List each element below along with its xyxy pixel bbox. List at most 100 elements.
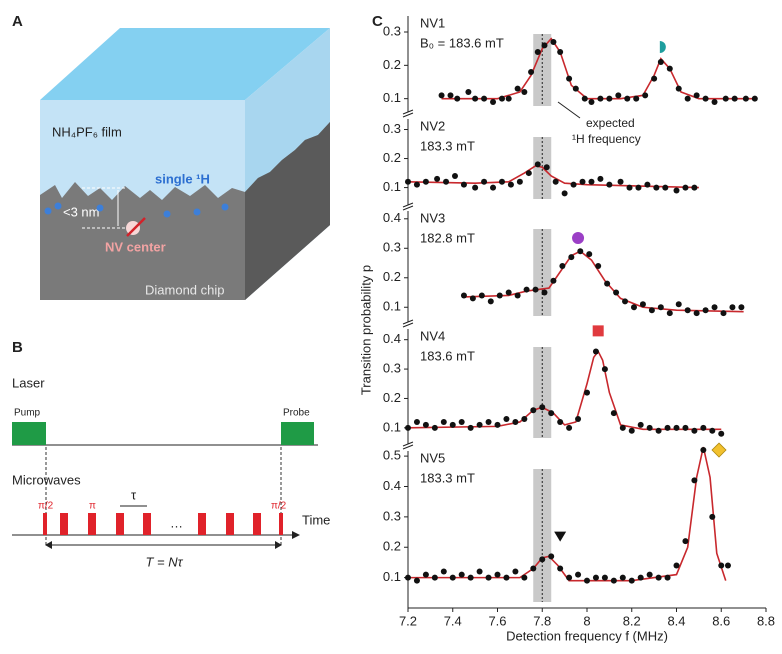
nv-title: NV4	[420, 328, 445, 343]
data-point	[449, 421, 456, 428]
data-point	[691, 184, 698, 191]
data-point	[460, 181, 467, 188]
annotation: ¹H frequency	[572, 132, 641, 146]
data-point	[413, 577, 420, 584]
data-point	[498, 95, 505, 102]
data-point	[451, 172, 458, 179]
panel-label: B	[12, 339, 23, 356]
x-tick-label: 7.2	[399, 613, 417, 628]
data-point	[505, 289, 512, 296]
data-point	[454, 95, 461, 102]
panel-label: A	[12, 13, 23, 30]
microwave-pulses	[43, 513, 283, 535]
nv-title: NV1	[420, 15, 445, 30]
data-point	[655, 574, 662, 581]
data-point	[512, 568, 519, 575]
data-point	[431, 574, 438, 581]
data-point	[440, 418, 447, 425]
data-point	[592, 574, 599, 581]
data-point	[646, 571, 653, 578]
data-point	[630, 304, 637, 311]
data-point	[561, 190, 568, 197]
data-point	[458, 418, 465, 425]
data-point	[458, 571, 465, 578]
data-point	[557, 418, 564, 425]
data-point	[682, 538, 689, 545]
annotation: expected	[586, 116, 635, 130]
data-point	[528, 69, 535, 75]
data-point	[405, 178, 411, 185]
data-point	[505, 95, 512, 102]
data-point	[637, 574, 644, 581]
data-point	[742, 95, 749, 102]
data-point	[722, 95, 729, 102]
data-point	[413, 181, 420, 188]
data-point	[738, 304, 745, 311]
peak-marker	[554, 531, 567, 542]
period-label: T = Nτ	[145, 554, 183, 569]
data-point	[413, 418, 420, 425]
data-point	[575, 416, 582, 423]
data-point	[534, 49, 541, 55]
data-point	[675, 301, 682, 308]
data-point	[581, 95, 588, 102]
data-point	[521, 416, 528, 423]
data-point	[637, 421, 644, 428]
data-point	[541, 289, 548, 296]
data-point	[664, 424, 671, 431]
data-point	[644, 181, 651, 188]
data-point	[646, 424, 653, 431]
data-point	[557, 49, 564, 55]
data-point	[651, 75, 658, 82]
data-point	[478, 292, 485, 299]
data-point	[606, 181, 613, 188]
data-point	[619, 424, 626, 431]
pump-pulse	[12, 422, 46, 445]
data-point	[718, 430, 725, 437]
data-point	[485, 418, 492, 425]
data-point	[601, 366, 608, 373]
arrowhead	[275, 541, 282, 549]
data-point	[422, 178, 429, 185]
x-tick-label: 7.6	[488, 613, 506, 628]
data-point	[548, 410, 555, 417]
y-tick-label: 0.1	[383, 299, 401, 314]
proton-label: single ¹H	[155, 171, 210, 186]
data-point	[718, 562, 725, 569]
data-point	[434, 175, 441, 182]
data-point	[496, 292, 503, 299]
data-point	[494, 421, 501, 428]
data-point	[648, 307, 655, 314]
data-point	[635, 184, 642, 191]
y-tick-label: 0.2	[383, 390, 401, 405]
data-point	[516, 178, 523, 185]
data-point	[550, 277, 557, 284]
data-point	[606, 95, 613, 102]
data-point	[481, 178, 488, 185]
fit-curve	[463, 250, 744, 313]
data-point	[431, 424, 438, 431]
data-point	[617, 178, 624, 185]
data-point	[588, 178, 595, 185]
data-point	[465, 89, 472, 95]
depth-label: <3 nm	[63, 204, 100, 219]
data-point	[575, 571, 582, 578]
data-point	[729, 304, 736, 311]
data-point	[613, 289, 620, 296]
peak-marker	[711, 442, 727, 458]
data-point	[724, 562, 731, 569]
peak-marker	[592, 325, 604, 337]
data-point	[523, 286, 530, 293]
nv-title: NV2	[420, 118, 445, 133]
fit-curve	[408, 446, 727, 582]
arrowhead	[45, 541, 52, 549]
x-tick-label: 7.4	[444, 613, 462, 628]
y-tick-label: 0.3	[383, 23, 401, 38]
data-point	[566, 424, 573, 431]
laser-label: Laser	[12, 375, 45, 390]
ellipsis: …	[170, 515, 183, 530]
data-point	[521, 89, 528, 95]
y-tick-label: 0.1	[383, 179, 401, 194]
cube-top	[40, 28, 330, 100]
